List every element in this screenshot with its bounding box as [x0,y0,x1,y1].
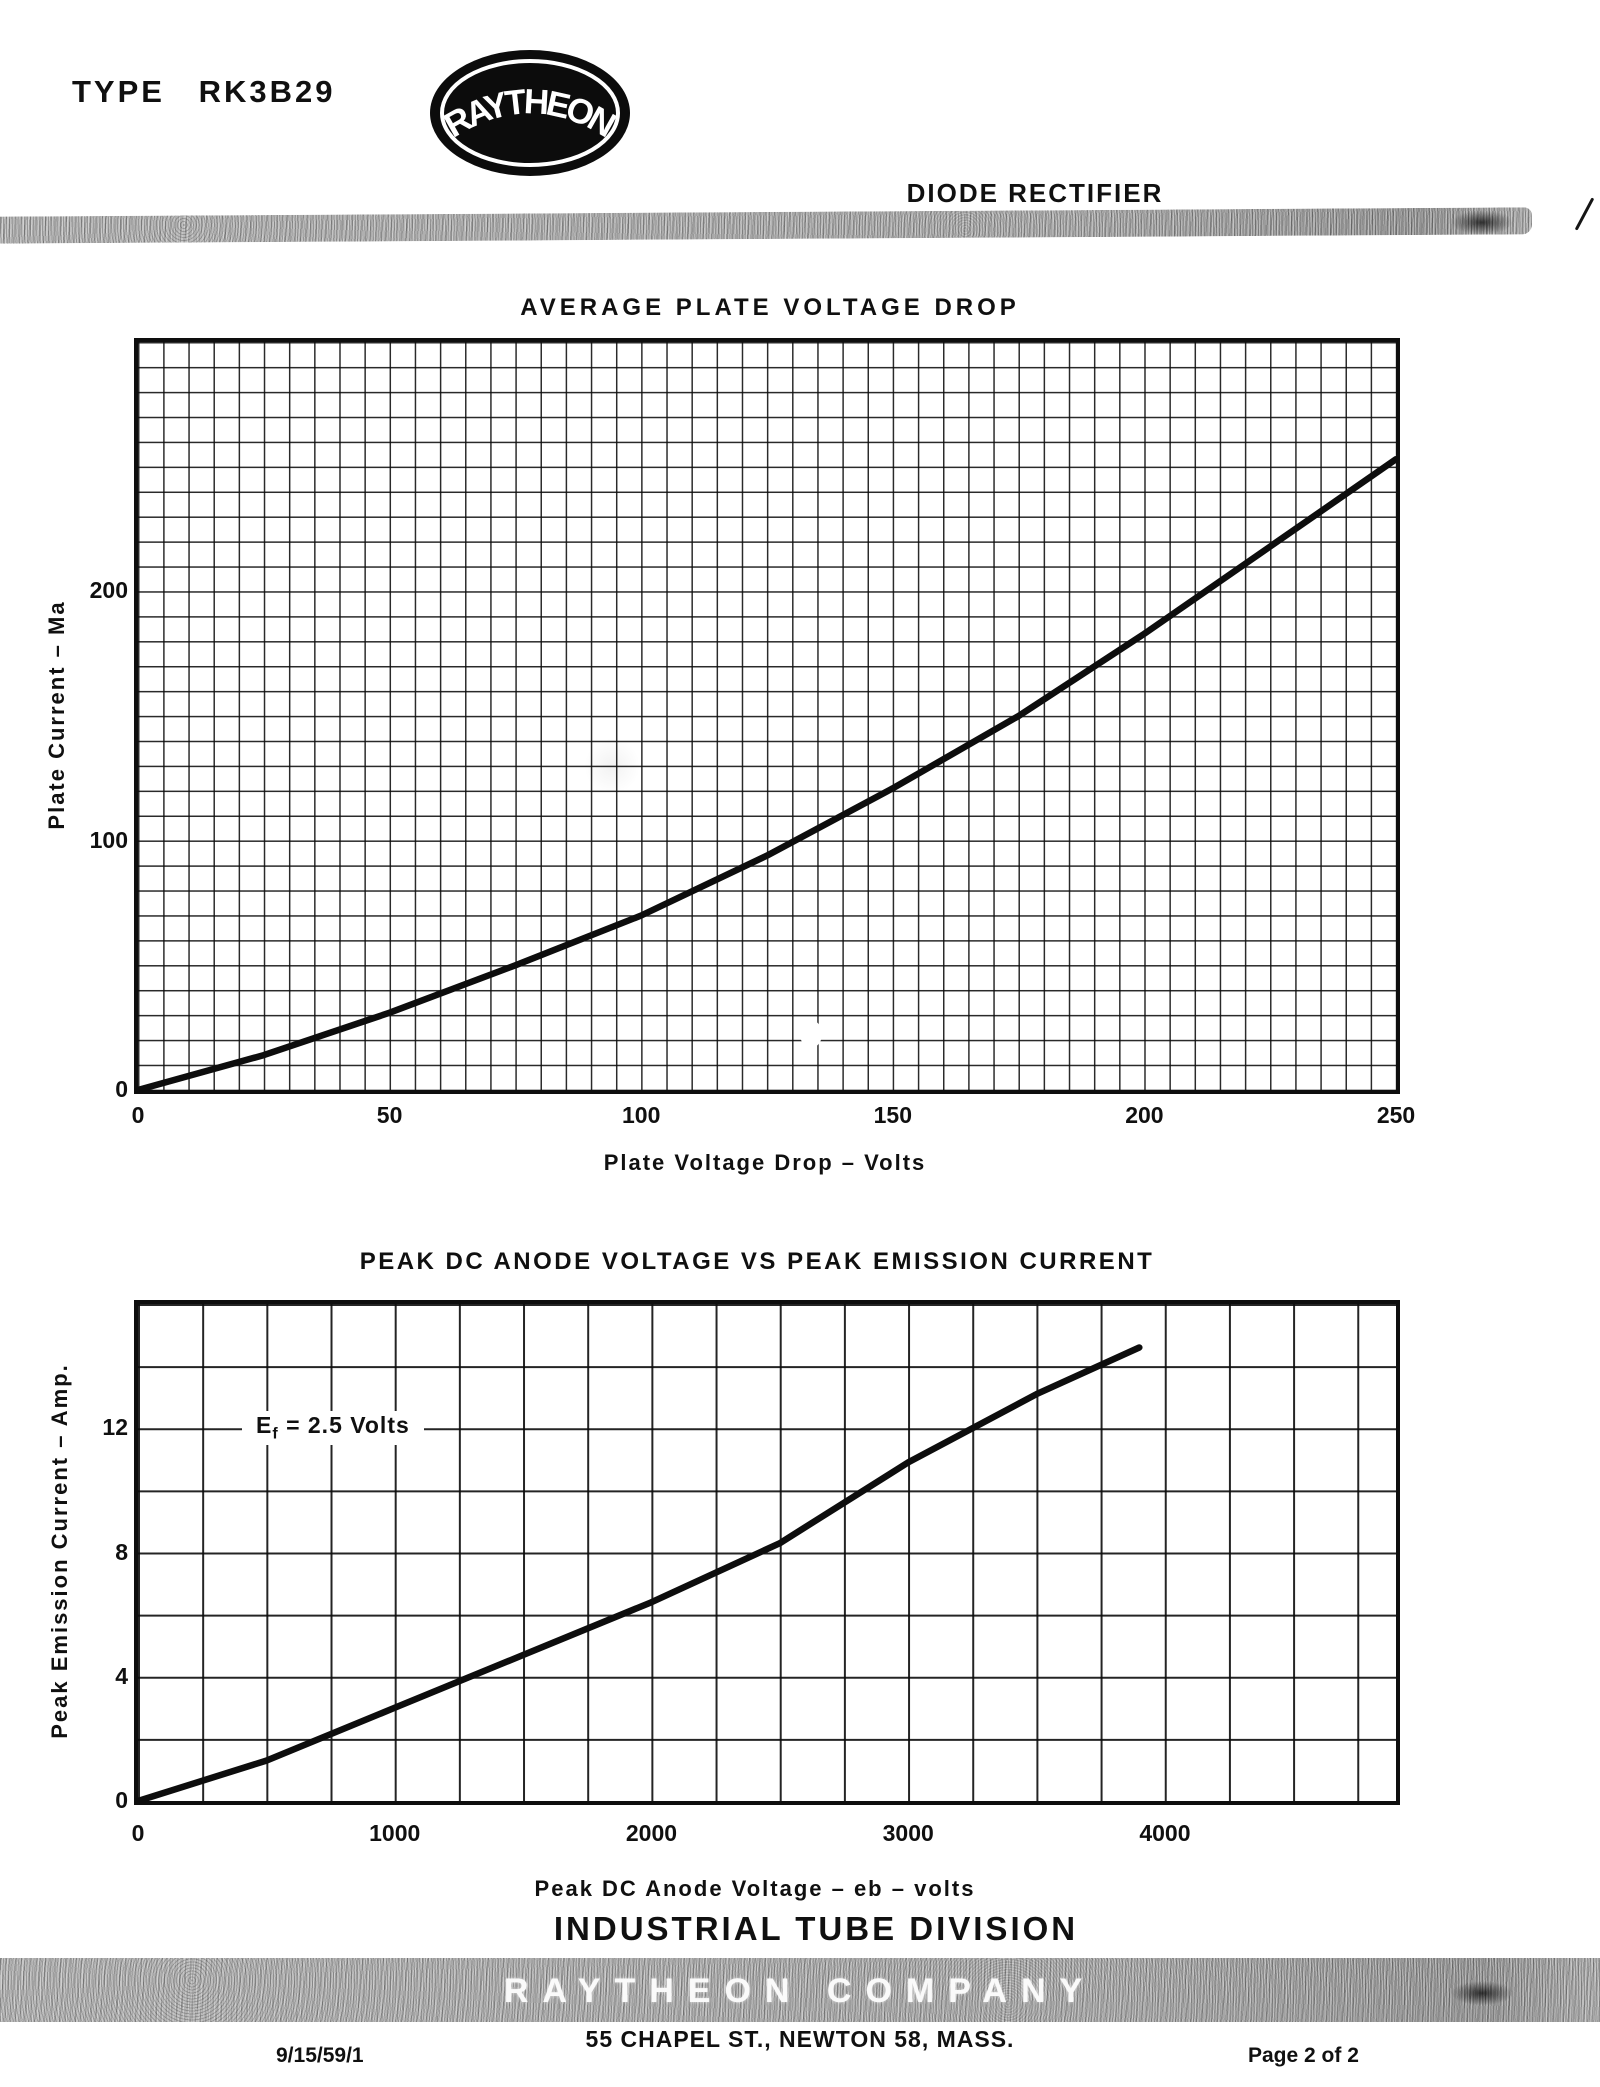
x-tick-label: 0 [131,1820,145,1846]
x-tick-label: 250 [1376,1102,1416,1128]
chart1-plot-area [134,338,1400,1094]
chart2-x-axis-title: Peak DC Anode Voltage – eb – volts [534,1876,976,1901]
chart1-x-axis-title: Plate Voltage Drop – Volts [603,1150,927,1175]
x-tick-label: 50 [376,1102,403,1128]
y-tick-label: 4 [115,1662,128,1689]
header-divider-band [0,207,1533,244]
y-tick-label: 12 [102,1414,128,1441]
chart1-title: AVERAGE PLATE VOLTAGE DROP [520,294,1020,321]
y-tick-label: 0 [115,1787,128,1813]
print-artifact-mark [1574,197,1595,231]
x-tick-label: 0 [131,1102,145,1128]
tube-type-label: TYPE RK3B29 [72,74,336,109]
company-band-text: RAYTHEON COMPANY [503,1972,1097,2010]
logo-oval [430,50,630,176]
company-address: 55 CHAPEL ST., NEWTON 58, MASS. [585,2026,1015,2052]
chart2-title: PEAK DC ANODE VOLTAGE VS PEAK EMISSION C… [359,1248,1155,1275]
y-tick-label: 200 [89,577,128,604]
x-tick-label: 150 [873,1102,912,1128]
x-tick-label: 4000 [1139,1820,1191,1846]
chart2-plot-area [134,1300,1400,1805]
y-tick-label: 100 [89,826,128,853]
document-code: 9/15/59/1 [276,2044,364,2067]
x-tick-label: 100 [622,1102,661,1128]
y-tick-label: 8 [115,1538,128,1565]
paper-defect-spot [800,1020,822,1048]
raytheon-logo: RAYTHEON [430,50,630,176]
y-tick-label: 0 [115,1076,128,1102]
x-tick-label: 2000 [625,1820,678,1846]
page-number: Page 2 of 2 [1248,2044,1359,2067]
logo-ring [440,59,620,167]
annotation-subscript: f [272,1425,279,1443]
chart1-y-axis-title: Plate Current – Ma [44,600,69,830]
annotation-value: = 2.5 Volts [286,1412,410,1439]
chart2-curve-line [134,1344,1143,1805]
chart1-curve-line [134,455,1400,1094]
division-title: INDUSTRIAL TUBE DIVISION [553,1910,1079,1947]
filament-voltage-annotation: Ef = 2.5 Volts [242,1411,424,1445]
footer-company-band: RAYTHEON COMPANY [0,1958,1600,2022]
annotation-symbol: E [256,1412,273,1439]
device-category-title: DIODE RECTIFIER [906,178,1164,208]
x-tick-label: 3000 [882,1820,934,1846]
x-tick-label: 1000 [369,1820,421,1846]
x-tick-label: 200 [1125,1102,1164,1128]
